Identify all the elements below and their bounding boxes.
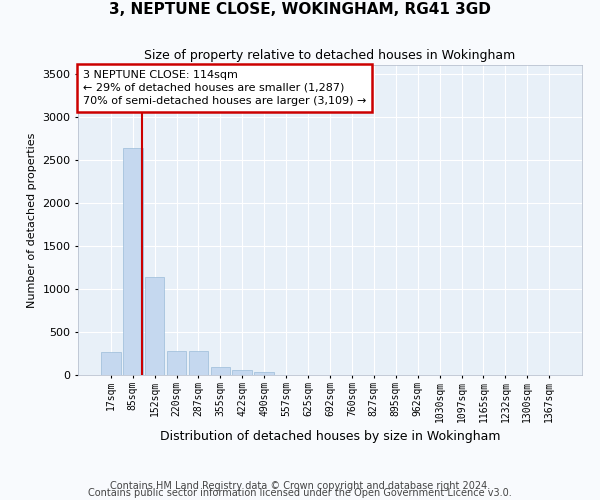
Text: 3, NEPTUNE CLOSE, WOKINGHAM, RG41 3GD: 3, NEPTUNE CLOSE, WOKINGHAM, RG41 3GD	[109, 2, 491, 18]
Text: 3 NEPTUNE CLOSE: 114sqm
← 29% of detached houses are smaller (1,287)
70% of semi: 3 NEPTUNE CLOSE: 114sqm ← 29% of detache…	[83, 70, 367, 106]
Text: Contains public sector information licensed under the Open Government Licence v3: Contains public sector information licen…	[88, 488, 512, 498]
Bar	[188, 351, 208, 375]
Y-axis label: Number of detached properties: Number of detached properties	[26, 132, 37, 308]
Bar	[145, 277, 164, 375]
Bar	[254, 372, 274, 375]
Bar	[232, 370, 252, 375]
Bar	[101, 352, 121, 375]
Text: Contains HM Land Registry data © Crown copyright and database right 2024.: Contains HM Land Registry data © Crown c…	[110, 481, 490, 491]
X-axis label: Distribution of detached houses by size in Wokingham: Distribution of detached houses by size …	[160, 430, 500, 443]
Title: Size of property relative to detached houses in Wokingham: Size of property relative to detached ho…	[145, 50, 515, 62]
Bar	[211, 367, 230, 375]
Bar	[167, 351, 187, 375]
Bar	[123, 148, 143, 375]
